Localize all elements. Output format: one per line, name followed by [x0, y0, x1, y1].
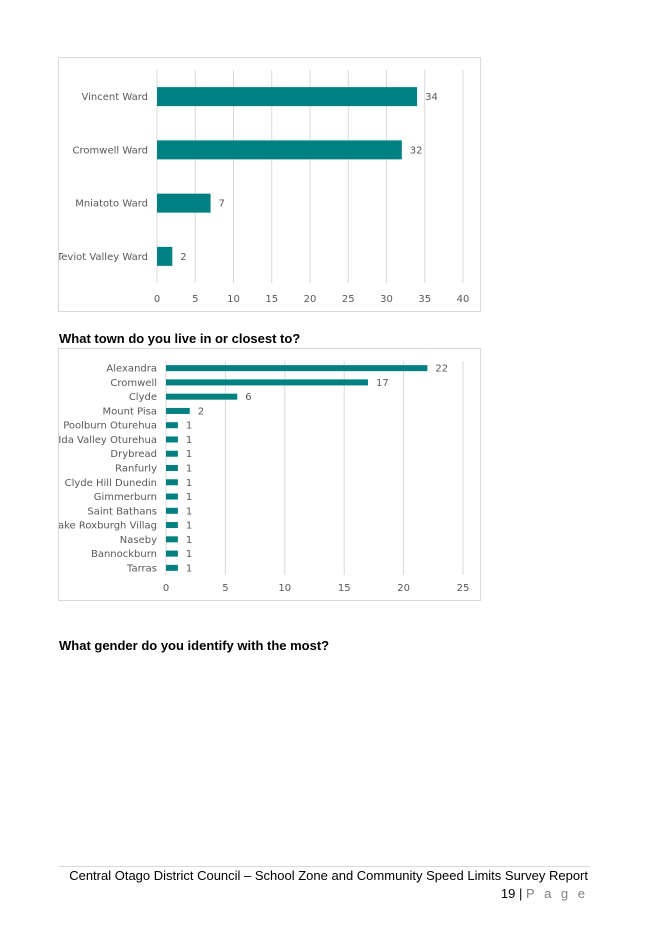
data-label: 2 — [198, 406, 204, 417]
x-tick-label: 25 — [457, 583, 470, 594]
bar — [166, 479, 178, 486]
category-label: Lake Roxburgh Villag — [59, 521, 157, 532]
gender-question-heading: What gender do you identify with the mos… — [59, 638, 330, 653]
data-label: 1 — [186, 492, 192, 503]
data-label: 1 — [186, 535, 192, 546]
x-tick-label: 25 — [342, 294, 355, 305]
page-separator: | — [519, 886, 523, 901]
data-label: 1 — [186, 435, 192, 446]
category-label: Drybread — [110, 449, 157, 460]
bar — [157, 140, 402, 160]
category-label: Ranfurly — [115, 464, 157, 475]
category-label: Clyde — [129, 392, 157, 403]
x-tick-label: 20 — [397, 583, 410, 594]
bar — [166, 379, 368, 386]
x-tick-label: 40 — [457, 294, 470, 305]
data-label: 1 — [186, 506, 192, 517]
data-label: 1 — [186, 549, 192, 560]
data-label: 34 — [425, 92, 438, 103]
bar — [166, 407, 190, 414]
data-label: 1 — [186, 464, 192, 475]
ward-bar-chart: 0 5 10 15 20 25 30 35 40 Vincent Ward 34 Cromwell W… — [58, 57, 481, 312]
x-tick-label: 15 — [338, 583, 351, 594]
category-label: Naseby — [120, 535, 157, 546]
category-label: Bannockburn — [91, 549, 157, 560]
data-label: 1 — [186, 421, 192, 432]
category-label: Gimmerburn — [94, 492, 157, 503]
data-label: 2 — [180, 252, 186, 263]
bar — [157, 87, 418, 107]
bar — [157, 193, 211, 213]
footer-divider — [59, 866, 590, 867]
town-question-heading: What town do you live in or closest to? — [59, 331, 301, 346]
category-label: Mniatoto Ward — [75, 199, 148, 210]
bar — [166, 436, 178, 443]
x-tick-label: 10 — [278, 583, 291, 594]
category-label: Alexandra — [106, 364, 157, 375]
data-label: 32 — [410, 145, 423, 156]
data-label: 1 — [186, 478, 192, 489]
category-label: Cromwell — [110, 378, 157, 389]
category-label: Ida Valley Oturehua — [59, 435, 157, 446]
bar — [166, 493, 178, 500]
data-label: 17 — [376, 378, 389, 389]
category-label: Cromwell Ward — [73, 145, 148, 156]
bar — [166, 450, 178, 457]
bar — [157, 246, 173, 266]
footer-report-title: Central Otago District Council – School … — [69, 868, 588, 883]
bar — [166, 550, 178, 557]
ward-chart-svg: 0 5 10 15 20 25 30 35 40 Vincent Ward 34 Cromwell W… — [59, 70, 470, 305]
data-label: 1 — [186, 521, 192, 532]
x-tick-label: 35 — [418, 294, 431, 305]
data-label: 1 — [186, 563, 192, 574]
bar — [166, 522, 178, 529]
town-chart-svg: 0 5 10 15 20 25 Alexandra 22 Cromwell 17 Clyde 6 Mou… — [59, 361, 470, 594]
bar — [166, 507, 178, 514]
footer-page-number: 19 | P a g e — [0, 886, 588, 901]
x-tick-label: 0 — [154, 294, 160, 305]
x-tick-label: 20 — [304, 294, 317, 305]
data-label: 7 — [219, 199, 225, 210]
page-label: P a g e — [526, 886, 588, 901]
category-label: Vincent Ward — [82, 92, 148, 103]
town-bar-chart: 0 5 10 15 20 25 Alexandra 22 Cromwell 17 Clyde 6 Mou… — [58, 348, 481, 601]
x-tick-label: 10 — [227, 294, 240, 305]
x-tick-label: 5 — [192, 294, 198, 305]
category-label: Teviot Valley Ward — [59, 252, 148, 263]
bar — [166, 536, 178, 543]
category-label: Tarras — [126, 563, 157, 574]
data-label: 1 — [186, 449, 192, 460]
bar — [166, 564, 178, 571]
bar — [166, 365, 428, 372]
x-tick-label: 5 — [222, 583, 228, 594]
category-label: Saint Bathans — [87, 506, 157, 517]
category-label: Poolburn Oturehua — [63, 421, 157, 432]
data-label: 22 — [435, 364, 448, 375]
bar — [166, 465, 178, 471]
bar — [166, 393, 238, 400]
x-tick-label: 30 — [380, 294, 393, 305]
category-label: Clyde Hill Dunedin — [65, 478, 157, 489]
page-number: 19 — [500, 886, 516, 901]
x-tick-label: 15 — [265, 294, 278, 305]
data-label: 6 — [245, 392, 251, 403]
x-tick-label: 0 — [163, 583, 169, 594]
category-label: Mount Pisa — [103, 406, 157, 417]
bar — [166, 422, 178, 429]
